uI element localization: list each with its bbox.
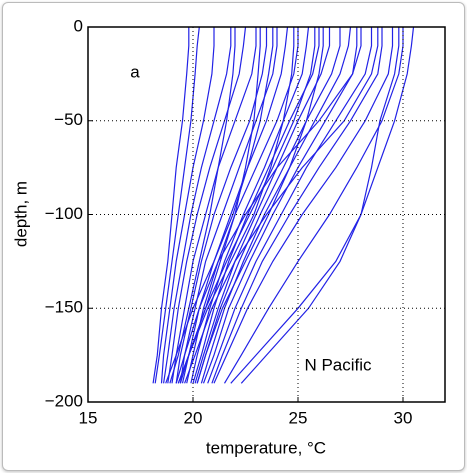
profile-line [196,27,324,384]
plot-frame [87,26,446,403]
profile-line [240,26,415,384]
profile-line [223,27,404,384]
x-tick-label: 30 [394,408,413,427]
profile-line [160,27,215,384]
y-tick-label: −50 [54,110,83,129]
x-axis-label: temperature, °C [206,438,326,457]
profile-line [213,27,394,384]
profile-line [200,26,352,384]
profile-line [154,26,200,384]
profile-line [181,26,289,384]
y-tick-label: −150 [45,298,83,317]
profile-line [152,27,190,384]
profile-line [167,26,247,384]
profile-line [163,27,232,384]
profile-line [184,27,379,384]
y-tick-label: −200 [45,391,83,410]
profile-line [211,27,383,384]
profile-line [179,27,278,384]
x-tick-label: 25 [289,408,308,427]
profile-line [171,27,257,384]
panel-label: a [130,62,140,81]
profile-line [207,27,373,384]
profile-line [177,27,295,384]
y-tick-label: −100 [45,204,83,223]
x-tick-label: 20 [184,408,203,427]
profile-line [169,27,236,384]
y-tick-label: 0 [74,16,83,35]
profile-line [175,27,268,384]
y-axis-label: depth, m [11,181,30,247]
profile-line [179,27,316,384]
profile-line [196,27,341,384]
profile-line [192,27,320,384]
x-tick-label: 15 [79,408,98,427]
region-label: N Pacific [304,355,372,374]
profile-line [202,27,362,384]
profile-line [230,27,400,384]
profile-line [194,27,331,384]
